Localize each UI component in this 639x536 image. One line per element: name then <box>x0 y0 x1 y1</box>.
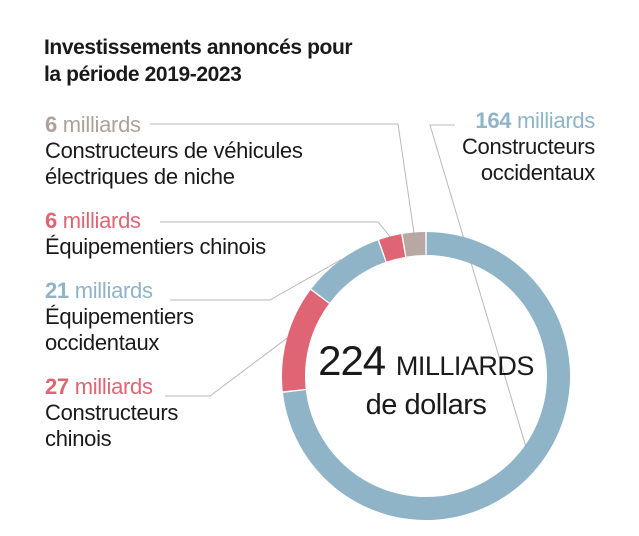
slice-label-cn-makers: 27 milliards Constructeurs chinois <box>45 374 178 452</box>
leader-line-west-equip <box>170 259 342 301</box>
total-value: 224 <box>318 337 386 384</box>
slice-name-line: chinois <box>45 426 112 451</box>
slice-name-line: Constructeurs <box>461 134 595 159</box>
slice-amount-cn-makers: 27 milliards <box>45 374 178 400</box>
chart-title: Investissements annoncés pour la période… <box>44 34 404 88</box>
slice-amount-unit: milliards <box>74 374 153 399</box>
slice-amount-west-equip: 21 milliards <box>45 278 194 304</box>
slice-name-line: Constructeurs <box>45 400 179 425</box>
slice-amount-value: 27 <box>45 374 69 399</box>
slice-amount-unit: milliards <box>62 112 141 137</box>
total-unit: MILLIARDS <box>395 351 535 381</box>
leader-line-niche <box>150 123 415 233</box>
donut-slices <box>282 232 570 521</box>
chart-title-line-2: la période 2019-2023 <box>44 63 242 86</box>
slice-name-line: occidentaux <box>480 160 595 185</box>
slice-name-line: occidentaux <box>45 330 160 355</box>
slice-name-line: Constructeurs de véhicules <box>45 138 303 163</box>
slice-amount-cn-equip: 6 milliards <box>45 208 266 234</box>
donut-slice-cn-equip <box>379 234 406 262</box>
chart-title-line-1: Investissements annoncés pour <box>44 36 353 59</box>
donut-slice-niche <box>402 232 426 257</box>
slice-amount-value: 6 <box>45 208 57 233</box>
leader-line-west-makers <box>429 124 534 473</box>
slice-amount-unit: milliards <box>62 208 141 233</box>
leader-lines <box>150 123 534 473</box>
donut-center-total: 224 MILLIARDS de dollars <box>300 338 552 422</box>
slice-amount-value: 21 <box>45 278 69 303</box>
slice-amount-west-makers: 164 milliards <box>462 108 595 134</box>
donut-slice-west-equip <box>311 240 386 303</box>
slice-label-west-equip: 21 milliards Équipementiers occidentaux <box>45 278 194 356</box>
slice-amount-unit: milliards <box>517 108 595 133</box>
donut-slice-cn-makers <box>282 290 329 392</box>
slice-label-niche: 6 milliards Constructeurs de véhicules é… <box>45 112 303 190</box>
slice-name-line: électriques de niche <box>45 164 235 189</box>
slice-name-line: Équipementiers chinois <box>45 234 266 259</box>
slice-amount-value: 164 <box>475 108 512 133</box>
total-amount: 224 MILLIARDS <box>300 338 552 389</box>
leader-line-cn-makers <box>165 337 288 397</box>
slice-name-line: Équipementiers <box>45 304 194 329</box>
leader-line-cn-equip <box>160 221 391 237</box>
slice-amount-niche: 6 milliards <box>45 112 303 138</box>
total-suffix: de dollars <box>365 389 487 421</box>
slice-label-cn-equip: 6 milliards Équipementiers chinois <box>45 208 266 260</box>
slice-amount-unit: milliards <box>74 278 153 303</box>
slice-label-west-makers: 164 milliards Constructeurs occidentaux <box>462 108 595 186</box>
slice-amount-value: 6 <box>45 112 57 137</box>
